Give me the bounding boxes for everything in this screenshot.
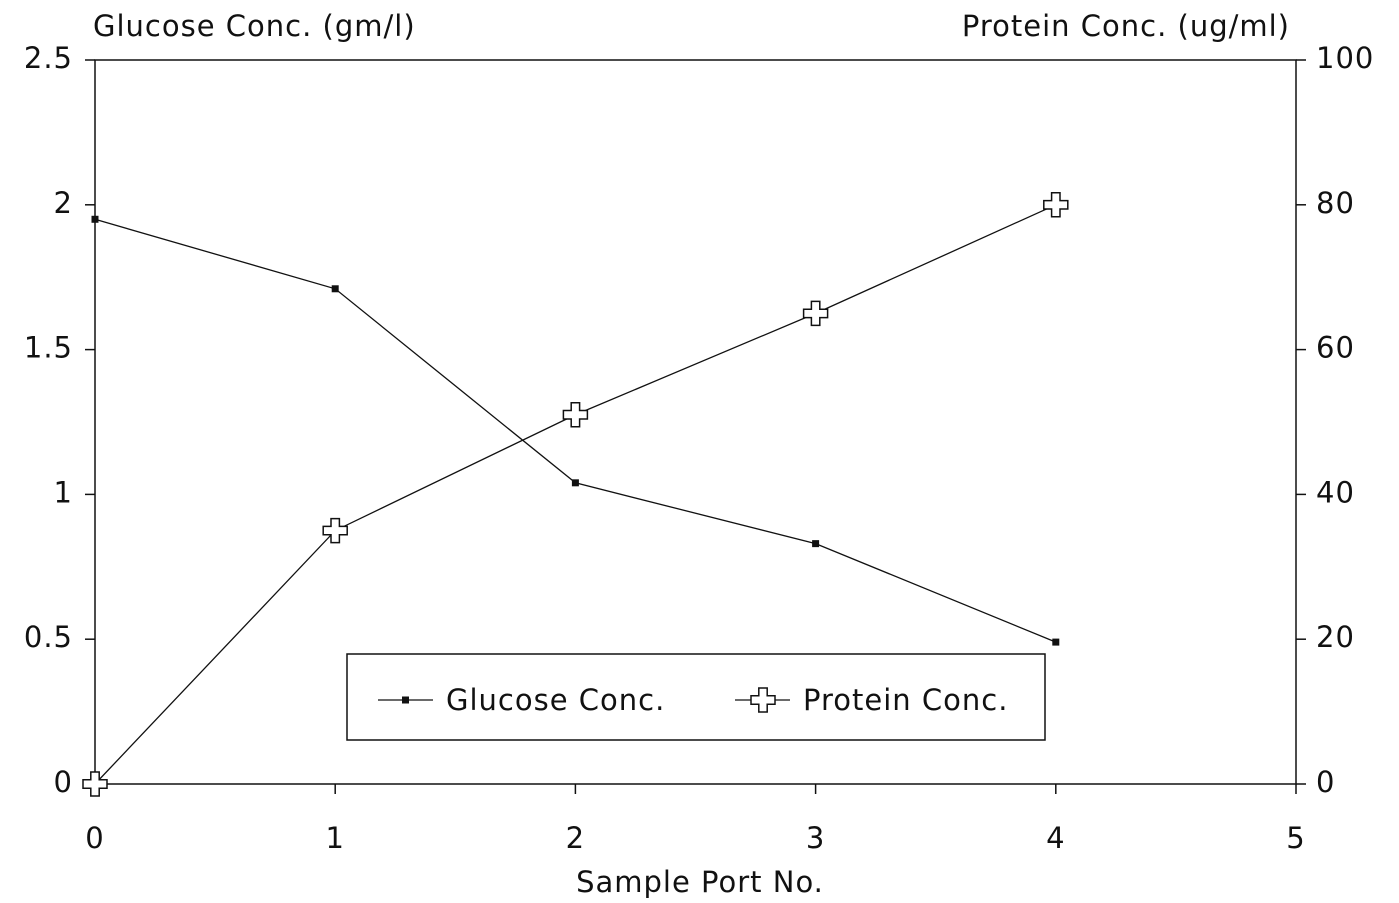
x-axis-label: Sample Port No. [576,865,824,899]
marker [1043,192,1069,218]
marker [91,215,99,223]
marker [802,300,829,327]
legend-marker [750,687,776,713]
marker [331,285,339,293]
y-tick-label: 2 [54,186,73,220]
y2-axis-label: Protein Conc. (ug/ml) [962,9,1290,43]
legend-marker [402,696,409,704]
marker [322,517,348,544]
x-tick-label: 3 [806,821,825,855]
y2-tick-label: 100 [1316,41,1374,75]
plot-frame [94,59,1297,785]
y2-tick-label: 0 [1316,765,1335,799]
y-tick-label: 0 [54,765,73,799]
marker [1052,638,1060,646]
x-tick-label: 4 [1046,821,1065,855]
y-tick-label: 2.5 [24,41,73,75]
y2-tick-label: 40 [1316,475,1355,509]
y-tick-label: 1.5 [24,331,73,365]
marker [812,540,820,548]
y2-tick-label: 20 [1316,620,1355,654]
x-tick-label: 1 [325,821,344,855]
x-tick-label: 0 [85,821,104,855]
legend-label: Protein Conc. [803,683,1008,717]
marker [82,771,108,797]
series-line [94,218,1057,643]
y-tick-label: 0.5 [24,620,73,654]
marker [562,402,589,428]
y-tick-label: 1 [54,475,73,509]
legend-label: Glucose Conc. [446,683,665,717]
legend-box [346,653,1046,741]
marker [571,479,579,487]
y-axis-label: Glucose Conc. (gm/l) [93,9,416,43]
x-tick-label: 5 [1286,821,1305,855]
x-tick-label: 2 [566,821,585,855]
y2-tick-label: 60 [1316,331,1355,365]
y2-tick-label: 80 [1316,186,1355,220]
